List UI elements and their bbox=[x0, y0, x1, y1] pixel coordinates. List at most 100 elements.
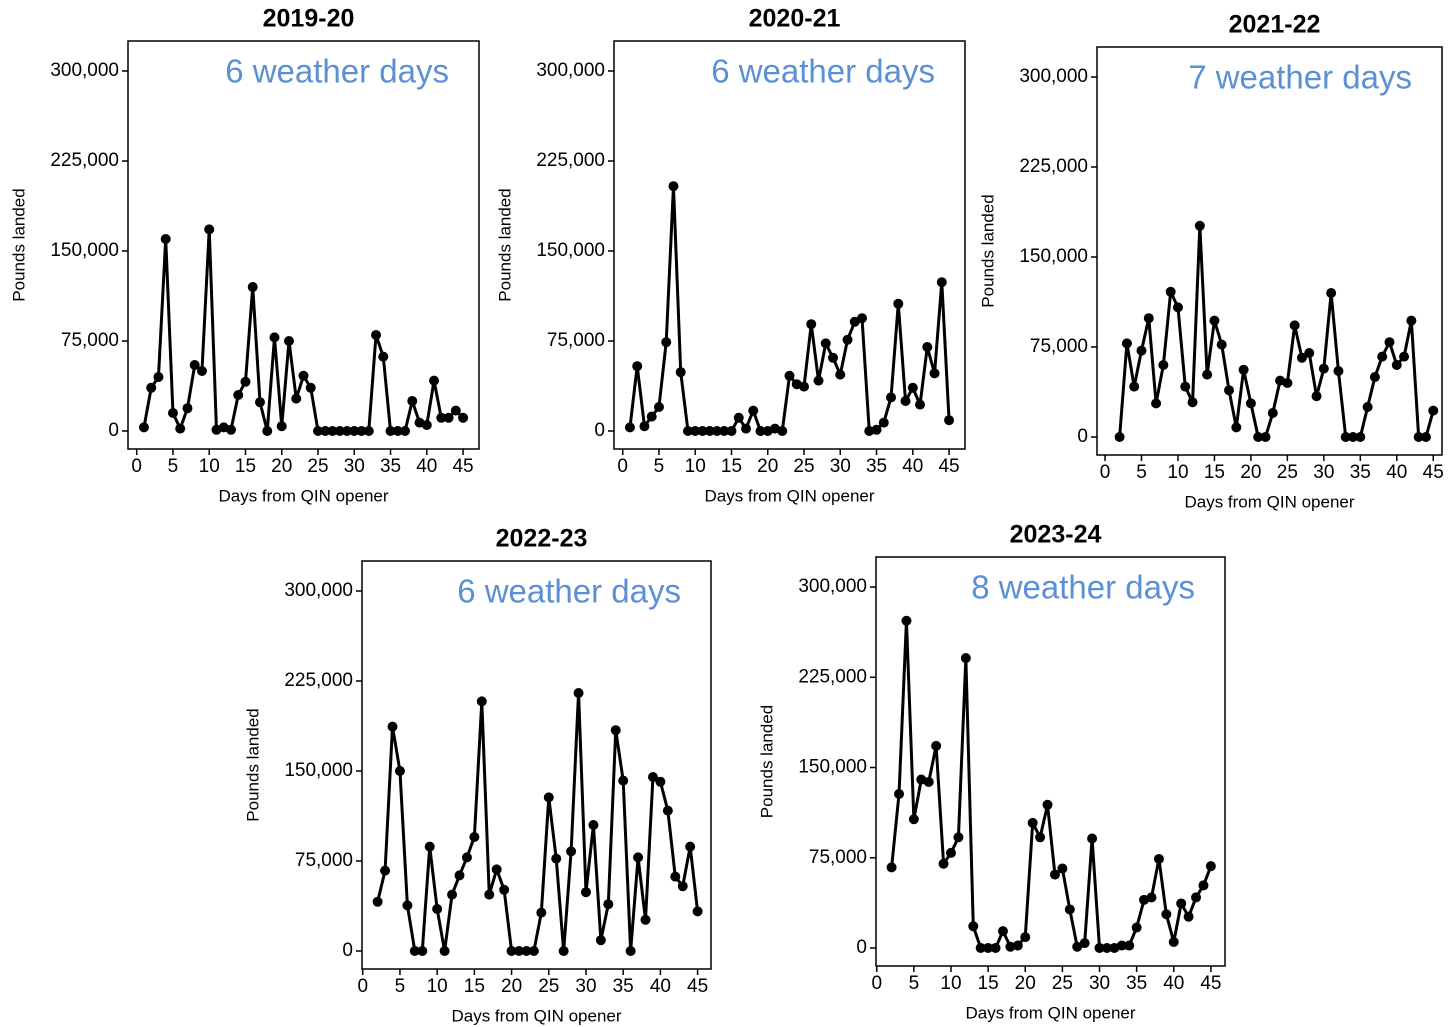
data-point bbox=[1143, 313, 1154, 324]
data-point bbox=[1012, 940, 1023, 951]
data-point bbox=[551, 853, 562, 864]
data-point bbox=[167, 408, 178, 418]
data-point bbox=[204, 224, 215, 235]
x-tick-label: 5 bbox=[909, 973, 920, 994]
data-point bbox=[1209, 315, 1220, 326]
data-point bbox=[655, 776, 666, 787]
annotation: 6 weather days bbox=[711, 53, 935, 90]
data-point bbox=[1079, 938, 1090, 949]
data-point bbox=[298, 370, 309, 381]
y-tick-label: 300,000 bbox=[284, 580, 353, 601]
x-tick-label: 45 bbox=[1200, 973, 1221, 994]
data-point bbox=[945, 847, 956, 858]
data-point bbox=[558, 946, 569, 956]
data-point bbox=[922, 342, 933, 352]
x-tick-label: 10 bbox=[940, 973, 961, 994]
x-tick-label: 10 bbox=[427, 976, 448, 997]
data-point bbox=[233, 390, 244, 400]
data-point bbox=[726, 426, 737, 436]
y-axis-label: Pounds landed bbox=[978, 194, 997, 307]
x-tick-label: 40 bbox=[902, 456, 923, 477]
data-point bbox=[682, 426, 693, 436]
data-point bbox=[1191, 892, 1202, 903]
data-point bbox=[356, 426, 367, 436]
data-point bbox=[740, 423, 751, 434]
data-point bbox=[1231, 422, 1242, 433]
data-point bbox=[1391, 360, 1402, 370]
data-point bbox=[968, 921, 979, 932]
data-point bbox=[1260, 432, 1271, 442]
data-point bbox=[429, 375, 440, 386]
data-point bbox=[1216, 339, 1227, 350]
data-point bbox=[1384, 337, 1395, 348]
data-point bbox=[454, 870, 465, 881]
data-point bbox=[990, 942, 1001, 953]
panel: 2023-24 8 weather days Days from QIN opene… bbox=[757, 521, 1226, 1022]
data-point bbox=[175, 423, 186, 434]
x-tick-label: 10 bbox=[1167, 462, 1188, 483]
panel: 2019-20 6 weather days Days from QIN opene… bbox=[9, 5, 480, 505]
data-line bbox=[628, 184, 951, 433]
data-point bbox=[432, 904, 443, 914]
data-point bbox=[378, 351, 389, 362]
data-point bbox=[1129, 381, 1140, 392]
x-tick-label: 5 bbox=[395, 976, 406, 997]
data-point bbox=[1049, 869, 1060, 880]
data-point bbox=[857, 313, 868, 324]
y-tick-label: 0 bbox=[594, 420, 605, 441]
x-tick-label: 35 bbox=[1350, 462, 1371, 483]
y-tick-label: 0 bbox=[856, 937, 867, 958]
data-point bbox=[160, 234, 171, 244]
data-point bbox=[372, 896, 383, 907]
data-point bbox=[1168, 936, 1179, 947]
x-tick-label: 30 bbox=[344, 456, 365, 477]
data-point bbox=[685, 841, 696, 852]
data-point bbox=[543, 792, 554, 803]
y-tick-label: 225,000 bbox=[50, 150, 119, 171]
y-tick-label: 225,000 bbox=[284, 670, 353, 691]
data-point bbox=[677, 881, 688, 892]
data-point bbox=[153, 372, 164, 382]
data-point bbox=[633, 852, 644, 863]
x-tick-label: 30 bbox=[575, 976, 596, 997]
data-point bbox=[334, 426, 345, 436]
data-point bbox=[1304, 348, 1315, 358]
data-point bbox=[975, 942, 986, 953]
data-point bbox=[588, 820, 599, 830]
data-point bbox=[784, 370, 795, 381]
panel: 2020-21 6 weather days Days from QIN opene… bbox=[495, 5, 966, 505]
data-point bbox=[1406, 315, 1417, 326]
x-axis-label: Days from QIN opener bbox=[451, 1006, 621, 1025]
x-tick-label: 10 bbox=[685, 456, 706, 477]
data-point bbox=[320, 426, 331, 436]
data-point bbox=[469, 832, 480, 842]
x-tick-label: 20 bbox=[271, 456, 292, 477]
data-line bbox=[1118, 224, 1435, 439]
data-point bbox=[225, 424, 236, 435]
plot-frame bbox=[613, 40, 966, 450]
data-point bbox=[1005, 941, 1016, 952]
data-point bbox=[1027, 817, 1038, 828]
y-tick-label: 300,000 bbox=[536, 60, 605, 81]
data-point bbox=[1340, 432, 1351, 442]
data-point bbox=[566, 846, 577, 857]
data-point bbox=[443, 412, 454, 423]
data-point bbox=[1399, 351, 1410, 362]
data-point bbox=[421, 420, 432, 430]
data-point bbox=[960, 653, 971, 664]
x-tick-label: 25 bbox=[307, 456, 328, 477]
panel-title: 2019-20 bbox=[263, 5, 355, 33]
data-point bbox=[670, 871, 681, 882]
data-point bbox=[632, 361, 643, 372]
data-point bbox=[893, 298, 904, 309]
data-point bbox=[900, 396, 911, 406]
data-point bbox=[908, 814, 919, 825]
data-point bbox=[907, 382, 918, 393]
data-point bbox=[929, 368, 940, 379]
x-tick-label: 35 bbox=[1126, 973, 1147, 994]
data-point bbox=[436, 412, 447, 423]
data-point bbox=[1136, 345, 1147, 356]
x-tick-label: 15 bbox=[978, 973, 999, 994]
data-point bbox=[1072, 941, 1083, 952]
data-point bbox=[595, 935, 606, 946]
